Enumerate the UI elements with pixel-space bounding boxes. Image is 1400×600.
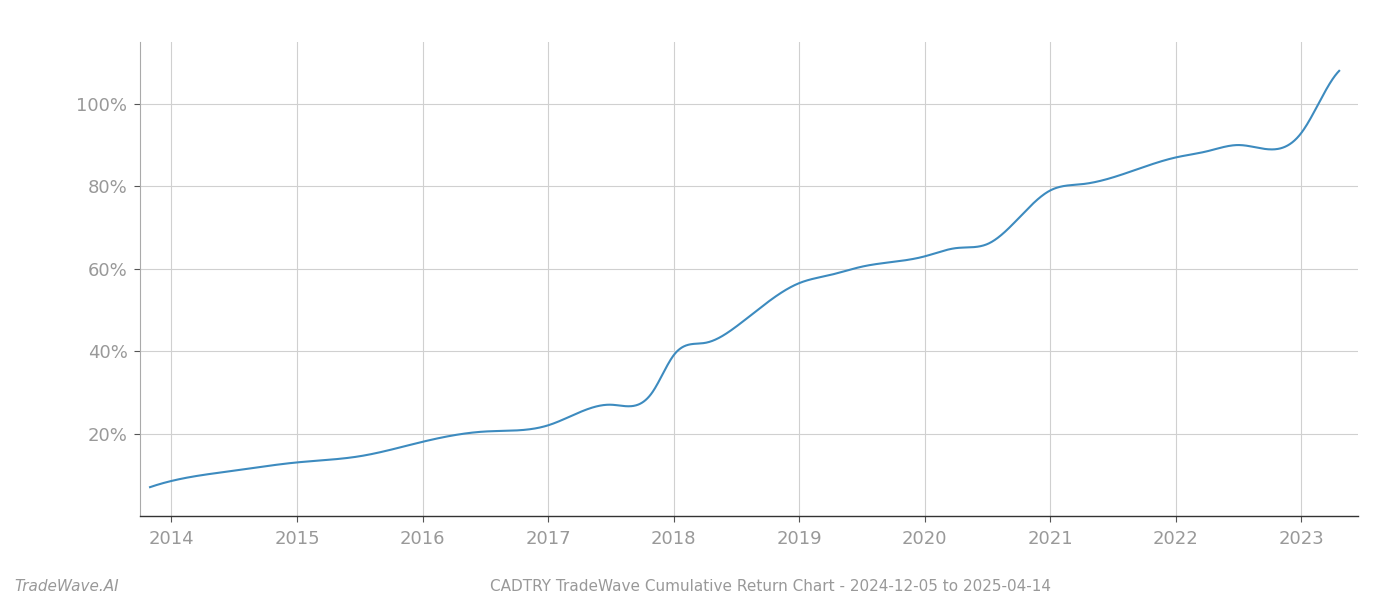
Text: TradeWave.AI: TradeWave.AI <box>14 579 119 594</box>
Text: CADTRY TradeWave Cumulative Return Chart - 2024-12-05 to 2025-04-14: CADTRY TradeWave Cumulative Return Chart… <box>490 579 1050 594</box>
